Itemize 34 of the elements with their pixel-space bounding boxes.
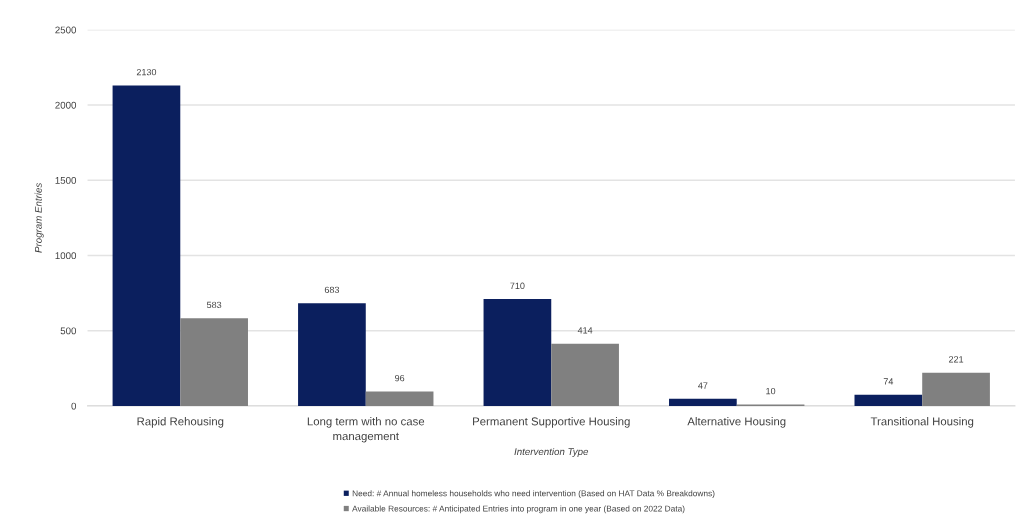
x-axis-title: Intervention Type (514, 447, 589, 458)
x-tick-label: Permanent Supportive Housing (473, 417, 630, 428)
data-label: 2130 (136, 68, 157, 76)
y-tick-label: 2500 (55, 26, 77, 34)
legend-label: Need: # Annual homeless households who need intervention (Based on HAT Data % Breakdowns) (352, 490, 715, 498)
x-tick-label: Rapid Rehousing (137, 417, 224, 428)
data-label: 414 (577, 327, 593, 334)
bar (180, 318, 248, 406)
bar (365, 391, 434, 406)
data-label: 683 (324, 286, 340, 294)
data-label: 74 (883, 378, 894, 385)
data-label: 10 (766, 387, 776, 395)
y-tick-label: 0 (71, 402, 77, 410)
data-label: 583 (206, 301, 222, 309)
x-tick-label: Long term with no case management (307, 417, 425, 443)
bar (669, 398, 737, 406)
y-axis-title: Program Entries (34, 182, 44, 253)
bar (112, 85, 181, 406)
bar (922, 372, 990, 406)
bar (483, 299, 552, 406)
y-tick-label: 1000 (55, 252, 77, 260)
legend-label: Available Resources: # Anticipated Entries into program in one year (Based on 2022 Data) (352, 505, 685, 514)
data-label: 96 (395, 374, 405, 382)
bar (854, 394, 923, 406)
y-tick-label: 500 (60, 327, 77, 335)
data-label: 221 (948, 356, 964, 363)
bar (551, 343, 619, 406)
bar (298, 303, 366, 406)
data-label: 47 (698, 382, 708, 389)
x-tick-label: Alternative Housing (687, 417, 786, 428)
x-tick-label: Transitional Housing (870, 417, 974, 428)
y-tick-label: 1500 (55, 176, 77, 184)
data-label: 710 (510, 282, 525, 289)
y-tick-label: 2000 (55, 101, 77, 109)
